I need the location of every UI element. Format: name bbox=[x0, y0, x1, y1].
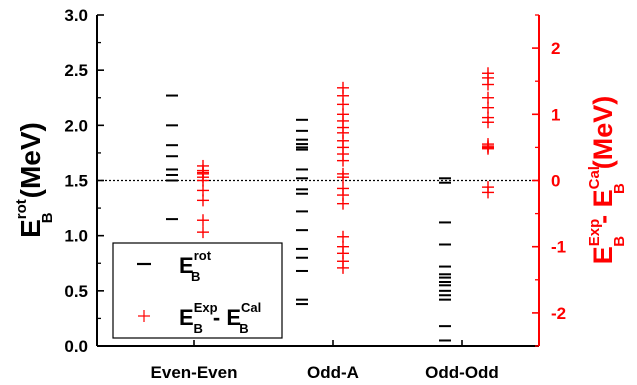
legend-ediff-sub: B bbox=[194, 321, 203, 336]
right-axis-title-main1: E bbox=[588, 246, 618, 264]
legend-ediff-sub2: B bbox=[239, 321, 248, 336]
ediff-point bbox=[482, 142, 494, 155]
ediff-point bbox=[482, 78, 494, 91]
ediff-point bbox=[337, 197, 349, 210]
left-axis: 0.0 0.5 1.0 1.5 2.0 2.5 3.0 bbox=[64, 6, 104, 356]
left-axis-title-sub: B bbox=[39, 212, 56, 223]
left-tick-label: 2.0 bbox=[64, 116, 88, 135]
left-axis-title: Erot B (MeV) bbox=[13, 122, 56, 238]
left-tick-label: 0.0 bbox=[64, 337, 88, 356]
series-erot bbox=[166, 94, 451, 342]
series-ediff bbox=[197, 67, 494, 274]
right-axis-title-sub1: B bbox=[611, 236, 628, 247]
legend: Erot B EExp B - ECal B bbox=[112, 242, 283, 339]
category-label: Odd-A bbox=[307, 363, 359, 382]
ediff-point bbox=[337, 171, 349, 184]
legend-box bbox=[112, 242, 283, 339]
legend-label-erot: Erot B bbox=[179, 248, 212, 284]
legend-marker-ediff bbox=[138, 310, 150, 322]
left-axis-title-unit: (MeV) bbox=[15, 122, 46, 198]
left-axis-title-main: E bbox=[15, 219, 46, 238]
right-axis-title-unit: (MeV) bbox=[588, 96, 618, 170]
legend-erot-sup: rot bbox=[194, 248, 212, 263]
left-tick-label: 1.0 bbox=[64, 227, 88, 246]
legend-label-ediff: EExp B - ECal B bbox=[179, 300, 261, 336]
ediff-point bbox=[197, 214, 209, 227]
legend-ediff-sup: Exp bbox=[194, 300, 218, 315]
right-tick-label: 2 bbox=[551, 39, 560, 58]
left-tick-label: 2.5 bbox=[64, 61, 88, 80]
ediff-point bbox=[337, 261, 349, 274]
legend-erot-main: E bbox=[179, 253, 194, 278]
legend-ediff-mid: - E bbox=[213, 305, 241, 330]
right-axis-title-sub2: B bbox=[611, 183, 628, 194]
ediff-point bbox=[337, 154, 349, 167]
legend-erot-sub: B bbox=[191, 269, 200, 284]
left-axis-title-sup: rot bbox=[13, 199, 30, 219]
ediff-point bbox=[197, 194, 209, 207]
right-tick-label: 1 bbox=[551, 105, 560, 124]
right-tick-label: 0 bbox=[551, 172, 560, 191]
right-tick-label: -1 bbox=[551, 238, 566, 257]
left-tick-label: 0.5 bbox=[64, 282, 88, 301]
ediff-point bbox=[482, 186, 494, 199]
right-tick-label: -2 bbox=[551, 304, 566, 323]
legend-ediff-main: E bbox=[179, 305, 194, 330]
right-axis-title-sup1: Exp bbox=[586, 219, 603, 247]
ediff-point bbox=[482, 116, 494, 129]
category-label: Odd-Odd bbox=[425, 363, 499, 382]
legend-ediff-sup2: Cal bbox=[241, 300, 261, 315]
ediff-point bbox=[197, 226, 209, 239]
left-tick-label: 1.5 bbox=[64, 172, 88, 191]
category-label: Even-Even bbox=[151, 363, 238, 382]
right-axis: -2 -1 0 1 2 bbox=[532, 14, 566, 347]
right-axis-title: EExp B- ECal B(MeV) bbox=[586, 96, 628, 265]
right-axis-title-mid: - E bbox=[588, 189, 618, 224]
right-axis-title-sup2: Cal bbox=[586, 166, 603, 189]
category-axis: Even-Even Odd-A Odd-Odd bbox=[151, 340, 499, 382]
left-tick-label: 3.0 bbox=[64, 6, 88, 25]
